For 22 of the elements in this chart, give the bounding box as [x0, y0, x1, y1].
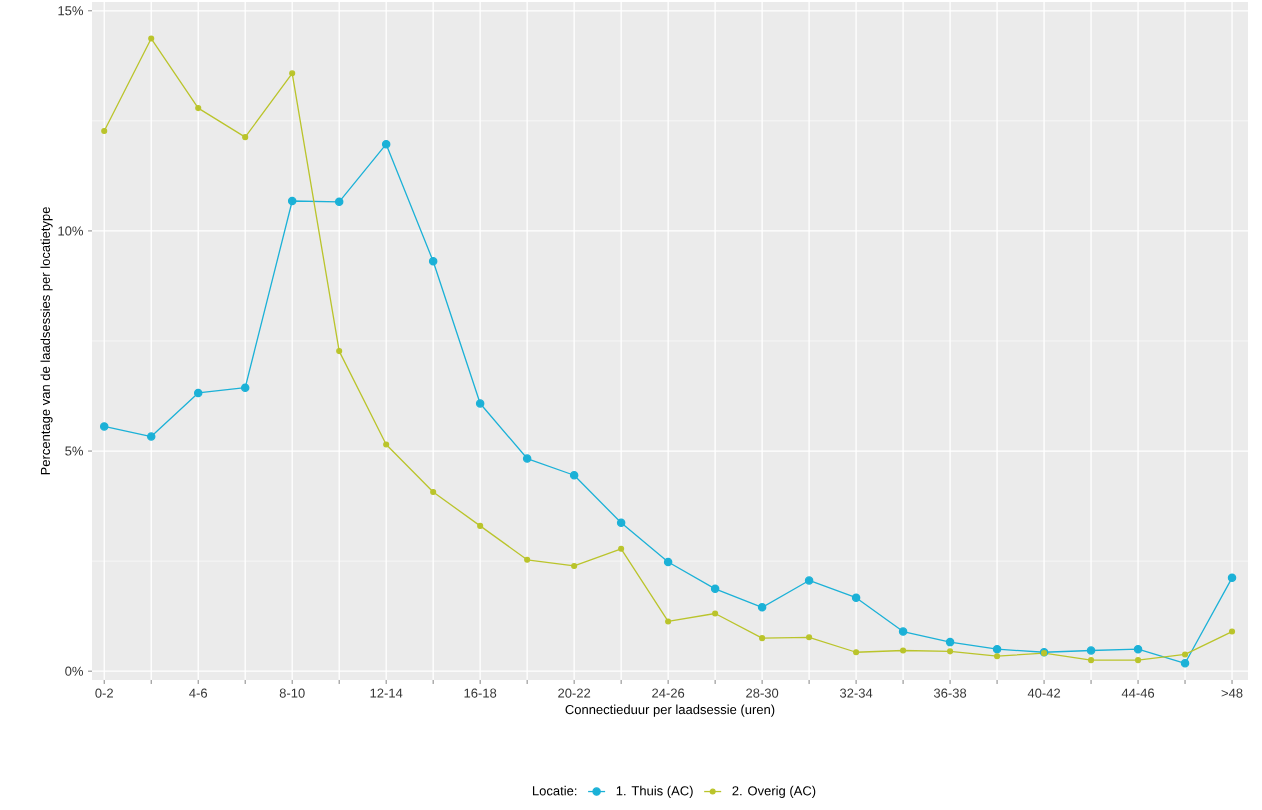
x-tick-label: 0-2: [95, 688, 113, 698]
legend-label: 2. Overig (AC): [732, 785, 816, 798]
x-tick-label: 28-30: [746, 688, 779, 698]
y-tick-label: 15%: [58, 6, 84, 16]
x-tick-label: 40-42: [1027, 688, 1061, 698]
x-tick-label: >48: [1221, 688, 1243, 698]
legend-label: 1. Thuis (AC): [616, 785, 693, 798]
x-tick-label: 36-38: [933, 688, 967, 698]
x-tick-label: 4-6: [189, 688, 208, 698]
x-tick-label: 44-46: [1121, 688, 1155, 698]
x-tick-label: 8-10: [279, 688, 305, 698]
x-tick-label: 12-14: [370, 688, 403, 698]
y-tick-label: 0%: [65, 666, 84, 676]
x-tick-label: 24-26: [652, 688, 685, 698]
x-tick-label: 20-22: [558, 688, 591, 698]
y-tick-label: 5%: [65, 446, 84, 456]
x-axis-title: Connectieduur per laadsessie (uren): [565, 704, 775, 717]
x-tick-label: 16-18: [464, 688, 497, 698]
x-tick-label: 32-34: [839, 688, 873, 698]
legend-title: Locatie:: [532, 785, 577, 796]
y-axis-title: Percentage van de laadsessies per locatietype: [40, 207, 53, 475]
y-tick-label: 10%: [58, 226, 84, 236]
